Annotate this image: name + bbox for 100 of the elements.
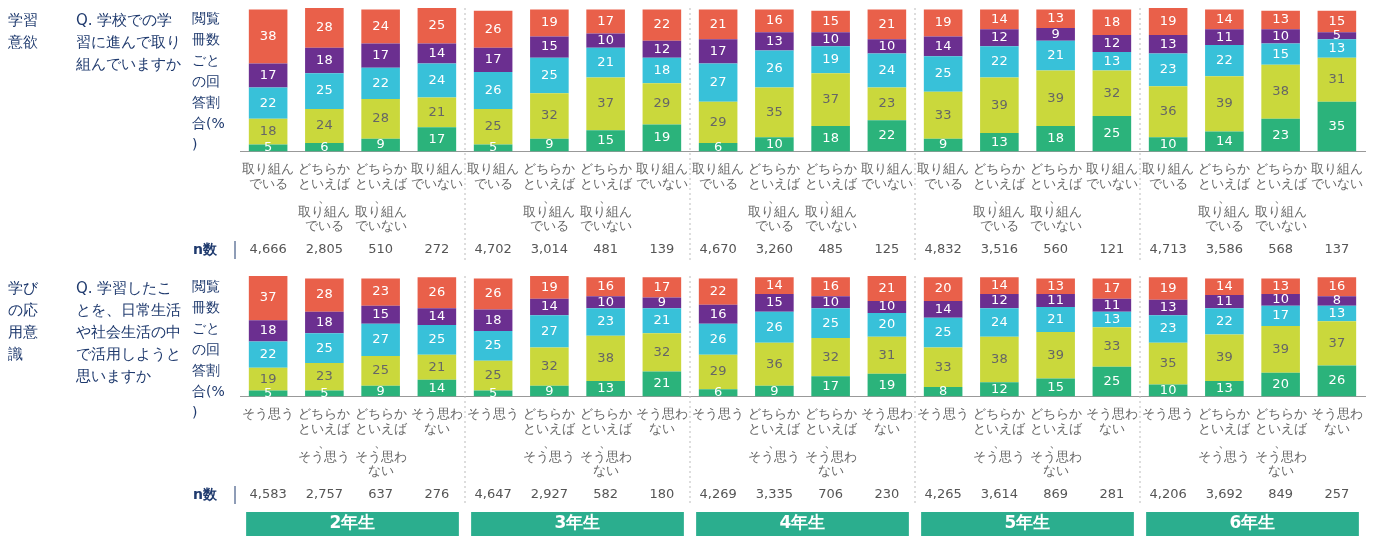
data-label: 22	[878, 127, 896, 143]
data-label: 23	[597, 313, 614, 329]
data-label: 10	[878, 298, 896, 314]
bar	[1205, 44, 1244, 77]
bar	[305, 8, 344, 48]
data-label: 21	[1047, 310, 1064, 326]
bar	[867, 312, 907, 337]
data-label: 18	[1047, 130, 1064, 146]
bar	[923, 36, 963, 57]
data-label: 17	[653, 278, 671, 294]
data-label: 18	[484, 311, 502, 327]
bar	[361, 305, 400, 324]
data-label: 10	[822, 293, 839, 309]
data-label: 25	[316, 82, 333, 98]
bar	[1317, 39, 1357, 58]
data-label: 36	[766, 355, 783, 371]
data-label: 33	[1103, 338, 1121, 354]
x-tick-label: どちらかといえば、そう思う	[748, 406, 802, 465]
data-label: 13	[1328, 39, 1346, 55]
bar	[473, 47, 513, 72]
data-label: 5	[488, 139, 498, 155]
text: 510	[368, 241, 394, 257]
data-label: 18	[259, 322, 277, 338]
data-label: 10	[766, 135, 783, 151]
data-label: 14	[766, 276, 783, 292]
data-label: 19	[259, 370, 277, 386]
data-label: 23	[878, 95, 896, 111]
text: Q. 学校での学習に進んで取り組んでいますか	[75, 11, 181, 74]
bar	[755, 342, 794, 386]
data-label: 24	[372, 17, 389, 33]
bar	[811, 46, 850, 74]
data-label: 33	[934, 106, 952, 122]
text: 3,586	[1205, 241, 1243, 257]
data-label: 18	[822, 130, 839, 146]
data-label: 14	[991, 276, 1008, 292]
data-label: 6	[320, 138, 329, 154]
bar	[1317, 365, 1357, 397]
data-label: 25	[1103, 372, 1121, 388]
data-label: 39	[991, 96, 1008, 112]
bar	[1205, 334, 1244, 381]
bar	[361, 67, 400, 99]
text: 582	[593, 486, 619, 502]
data-label: 23	[1159, 61, 1177, 77]
bar	[1261, 118, 1300, 152]
data-label: 35	[1159, 355, 1177, 371]
bar	[417, 324, 457, 355]
data-label: 21	[653, 312, 671, 328]
bar	[1261, 278, 1300, 294]
data-label: 38	[991, 350, 1008, 366]
text: 4,583	[249, 486, 287, 502]
bar	[1036, 27, 1075, 41]
bar	[1205, 308, 1244, 335]
bar	[1148, 8, 1188, 35]
data-label: 26	[484, 20, 502, 36]
text: 4,832	[924, 241, 962, 257]
bar	[755, 293, 794, 312]
data-label: 10	[1159, 381, 1177, 397]
bar	[811, 376, 850, 397]
x-tick-label: 取り組んでいる	[242, 161, 295, 191]
data-label: 12	[653, 40, 671, 56]
x-tick-label: そう思わない	[635, 406, 688, 436]
bar	[1148, 277, 1188, 300]
data-label: 25	[541, 66, 558, 82]
data-label: 22	[259, 94, 277, 110]
text: 4,666	[249, 241, 287, 257]
bar	[248, 63, 288, 88]
x-tick-label: どちらかといえば、取り組んでいる	[1198, 161, 1252, 234]
data-label: 13	[597, 380, 614, 396]
text: 568	[1268, 241, 1294, 257]
data-label: 14	[934, 37, 952, 53]
data-label: 10	[597, 32, 614, 48]
data-label: 26	[484, 81, 502, 97]
data-label: 18	[316, 51, 333, 67]
data-label: 21	[878, 279, 896, 295]
x-tick-label: どちらかといえば、取り組んでいない	[1029, 161, 1083, 234]
text: 125	[874, 241, 900, 257]
bar	[417, 97, 457, 128]
bar	[473, 278, 513, 310]
data-label: 14	[428, 44, 446, 60]
bar	[417, 277, 457, 309]
bar	[923, 347, 963, 387]
bar	[1148, 53, 1188, 87]
data-label: 25	[428, 331, 446, 347]
data-label: 15	[822, 12, 839, 28]
data-label: 21	[878, 15, 896, 31]
bar	[248, 320, 288, 342]
data-label: 16	[709, 305, 727, 321]
bar	[1317, 101, 1357, 152]
data-label: 13	[1216, 380, 1233, 396]
data-label: 25	[484, 337, 502, 353]
bar	[867, 9, 907, 40]
bar	[305, 333, 344, 364]
data-label: 16	[822, 278, 839, 294]
bar	[417, 354, 457, 380]
data-label: 26	[766, 60, 783, 76]
text: 121	[1099, 241, 1125, 257]
text: 257	[1324, 486, 1350, 502]
data-label: 18	[653, 61, 671, 77]
bar	[1092, 115, 1132, 152]
text: 869	[1043, 486, 1069, 502]
